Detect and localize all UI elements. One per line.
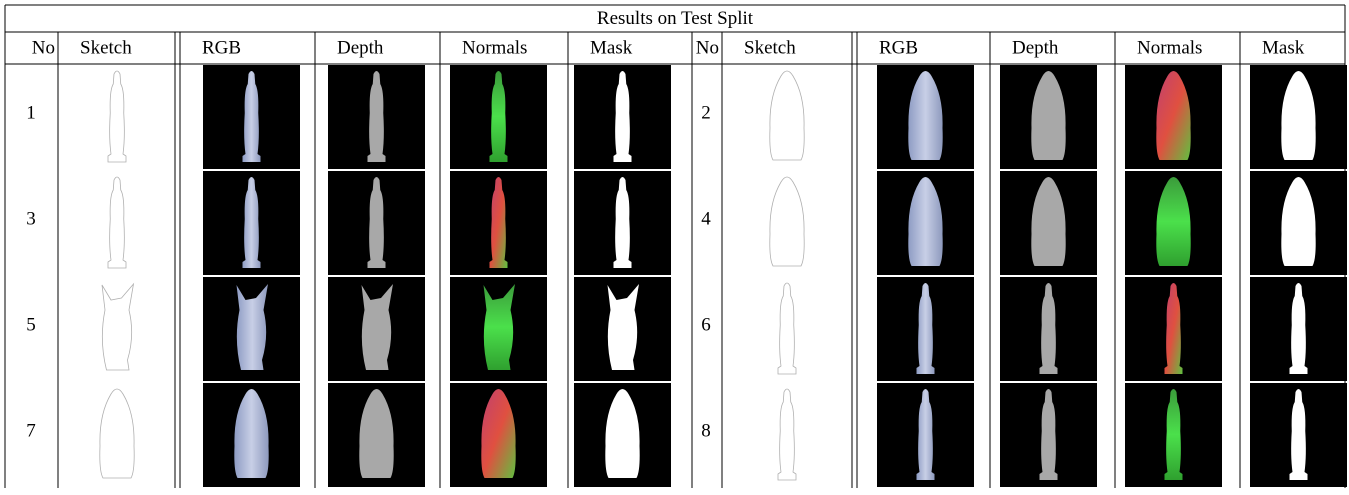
column-header: RGB bbox=[202, 37, 241, 58]
column-header: No bbox=[32, 37, 55, 58]
table-title: Results on Test Split bbox=[597, 8, 754, 29]
silhouette bbox=[108, 177, 126, 268]
column-header: Depth bbox=[1012, 37, 1059, 58]
column-header: Sketch bbox=[744, 37, 796, 58]
silhouette bbox=[778, 283, 796, 374]
row-number: 6 bbox=[701, 314, 711, 335]
column-header: RGB bbox=[879, 37, 918, 58]
results-figure: Results on Test Split No Sketch RGB Depth Nor… bbox=[0, 0, 1349, 490]
row-number: 2 bbox=[701, 102, 711, 123]
column-header: Sketch bbox=[80, 37, 132, 58]
column-header: Normals bbox=[1137, 37, 1202, 58]
column-header: Mask bbox=[590, 37, 633, 58]
silhouette bbox=[778, 389, 796, 480]
silhouette bbox=[770, 71, 804, 160]
column-header: Depth bbox=[337, 37, 384, 58]
row-number: 5 bbox=[26, 314, 36, 335]
row-number: 3 bbox=[26, 208, 36, 229]
column-header: Mask bbox=[1262, 37, 1305, 58]
row-number: 1 bbox=[26, 102, 36, 123]
column-header: No bbox=[696, 37, 719, 58]
silhouette bbox=[770, 177, 804, 266]
column-header: Normals bbox=[462, 37, 527, 58]
row-number: 7 bbox=[26, 420, 36, 441]
row-number: 4 bbox=[701, 208, 711, 229]
row-number: 8 bbox=[701, 420, 711, 441]
silhouette bbox=[100, 389, 134, 478]
silhouette bbox=[108, 71, 126, 162]
silhouette bbox=[102, 284, 134, 370]
